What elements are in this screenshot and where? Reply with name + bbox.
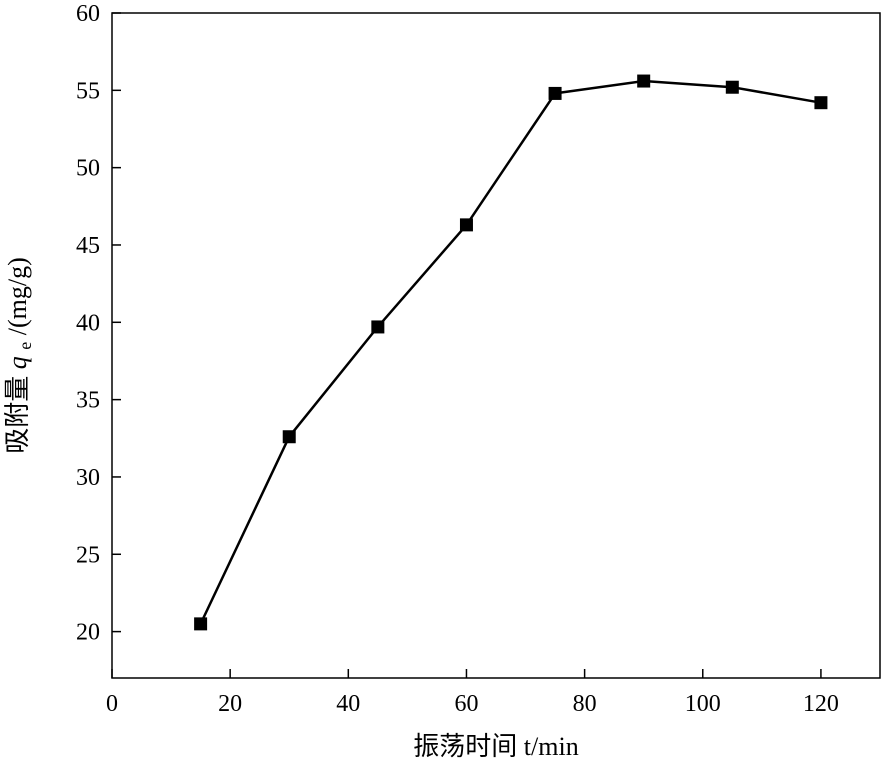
y-axis-title-main: 吸附量	[3, 369, 32, 454]
y-tick-label: 40	[76, 310, 100, 336]
x-tick-label: 120	[803, 691, 839, 717]
data-point-marker	[459, 218, 473, 232]
y-tick-label: 20	[76, 620, 100, 646]
x-tick-label: 80	[573, 691, 597, 717]
y-tick-label: 45	[76, 233, 100, 259]
y-axis-title: 吸附量 q e /(mg/g)	[3, 257, 37, 454]
plot-frame	[111, 12, 881, 679]
x-tick-label: 0	[106, 691, 118, 717]
y-tick-label: 30	[76, 465, 100, 491]
y-tick-label: 60	[76, 1, 100, 27]
data-point-marker	[814, 96, 828, 110]
data-point-marker	[548, 86, 562, 100]
y-axis-title-subscript: e	[15, 342, 35, 350]
axes: 0 20 40 60 80 100 120 20 25 30 35 40 45 50 55 60	[76, 1, 881, 717]
x-axis-title: 振荡时间 t/min	[413, 732, 578, 761]
data-point-marker	[371, 320, 385, 334]
y-tick-label: 35	[76, 388, 100, 414]
x-tick-label: 100	[685, 691, 721, 717]
series-line	[199, 79, 822, 625]
y-tick-label: 25	[76, 542, 100, 568]
data-point-marker	[194, 617, 208, 631]
y-tick-label: 55	[76, 78, 100, 104]
data-point-marker	[637, 74, 651, 88]
data-point-marker	[725, 80, 739, 94]
y-tick-label: 50	[76, 156, 100, 182]
y-axis-title-symbol: q	[3, 356, 32, 369]
series-markers	[194, 74, 828, 631]
x-tick-label: 60	[454, 691, 478, 717]
data-point-marker	[282, 430, 296, 444]
y-axis-title-unit: /(mg/g)	[3, 257, 32, 335]
series-line-layer	[199, 79, 822, 625]
x-tick-label: 20	[218, 691, 242, 717]
x-tick-label: 40	[336, 691, 360, 717]
